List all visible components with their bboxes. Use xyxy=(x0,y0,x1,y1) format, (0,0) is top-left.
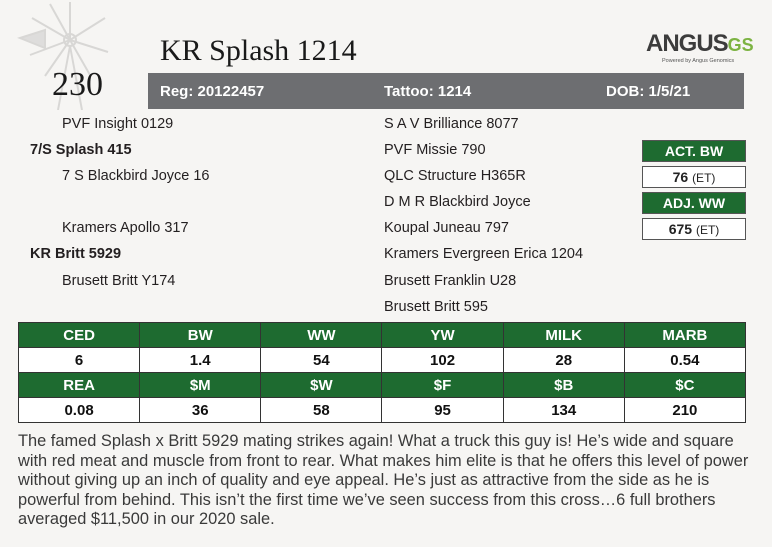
logo-word: ANGUS xyxy=(646,30,729,57)
epd-table: CED BW WW YW MILK MARB 6 1.4 54 102 28 0… xyxy=(17,322,747,423)
pedigree-right-item: Kramers Evergreen Erica 1204 xyxy=(384,246,584,262)
act-bw-value-box: 76 (ET) xyxy=(642,166,746,188)
bull-name: KR Splash 1214 xyxy=(160,34,357,67)
dam-dam: Brusett Britt Y174 xyxy=(62,273,176,289)
adj-ww-value: 675 xyxy=(668,221,693,237)
act-bw-note: (ET) xyxy=(692,171,716,185)
pedigree-right-item: QLC Structure H365R xyxy=(384,168,526,184)
pedigree-right-item: PVF Missie 790 xyxy=(384,142,486,158)
epd-value: 1.4 xyxy=(139,347,262,373)
epd-header: MARB xyxy=(623,322,747,348)
dob: DOB: 1/5/21 xyxy=(606,83,691,100)
epd-header: MILK xyxy=(502,322,625,348)
epd-header: $W xyxy=(260,372,383,398)
epd-value: 36 xyxy=(139,397,262,423)
info-bar: Reg: 20122457 Tattoo: 1214 DOB: 1/5/21 xyxy=(148,73,744,109)
epd-value-row: 0.08 36 58 95 134 210 xyxy=(17,397,747,423)
lot-number: 230 xyxy=(52,66,103,103)
epd-value-row: 6 1.4 54 102 28 0.54 xyxy=(17,347,747,373)
epd-header: BW xyxy=(139,322,262,348)
epd-value: 54 xyxy=(260,347,383,373)
sire-dam: 7 S Blackbird Joyce 16 xyxy=(62,168,210,184)
epd-value: 0.54 xyxy=(623,347,747,373)
act-bw-value: 76 xyxy=(672,169,689,185)
epd-header: YW xyxy=(381,322,504,348)
epd-value: 210 xyxy=(623,397,747,423)
reg-number: Reg: 20122457 xyxy=(160,83,265,100)
epd-header: $M xyxy=(139,372,262,398)
adj-ww-value-box: 675 (ET) xyxy=(642,218,746,240)
tattoo: Tattoo: 1214 xyxy=(384,83,472,100)
pedigree-right-item: Brusett Britt 595 xyxy=(384,299,488,315)
sire-sire: PVF Insight 0129 xyxy=(62,116,174,132)
epd-value: 28 xyxy=(502,347,625,373)
adj-ww-note: (ET) xyxy=(695,223,720,237)
act-bw-label: ACT. BW xyxy=(642,140,746,162)
epd-header: $B xyxy=(502,372,625,398)
logo-suffix: GS xyxy=(727,35,754,55)
pedigree-right-item: D M R Blackbird Joyce xyxy=(384,194,531,210)
angus-gs-logo: ANGUSGS Powered by Angus Genomics xyxy=(646,30,754,68)
windmill-watermark-icon xyxy=(17,2,109,110)
sire: 7/S Splash 415 xyxy=(30,142,132,158)
dam: KR Britt 5929 xyxy=(30,246,122,262)
description: The famed Splash x Britt 5929 mating str… xyxy=(18,432,749,529)
epd-header-row: REA $M $W $F $B $C xyxy=(17,372,747,398)
epd-header: $F xyxy=(381,372,504,398)
epd-value: 58 xyxy=(260,397,383,423)
epd-value: 95 xyxy=(381,397,504,423)
epd-value: 102 xyxy=(381,347,504,373)
epd-header-row: CED BW WW YW MILK MARB xyxy=(17,322,747,348)
adj-ww-label: ADJ. WW xyxy=(642,192,746,214)
dam-sire: Kramers Apollo 317 xyxy=(62,220,189,236)
epd-header: $C xyxy=(623,372,747,398)
epd-header: WW xyxy=(260,322,383,348)
pedigree-right-item: Brusett Franklin U28 xyxy=(384,273,517,289)
logo-tagline: Powered by Angus Genomics xyxy=(662,58,735,64)
epd-header: REA xyxy=(17,372,141,398)
epd-header: CED xyxy=(17,322,141,348)
pedigree-right-item: Koupal Juneau 797 xyxy=(384,220,509,236)
pedigree-right-item: S A V Brilliance 8077 xyxy=(384,116,519,132)
epd-value: 0.08 xyxy=(17,397,141,423)
epd-value: 6 xyxy=(17,347,141,373)
epd-value: 134 xyxy=(502,397,625,423)
